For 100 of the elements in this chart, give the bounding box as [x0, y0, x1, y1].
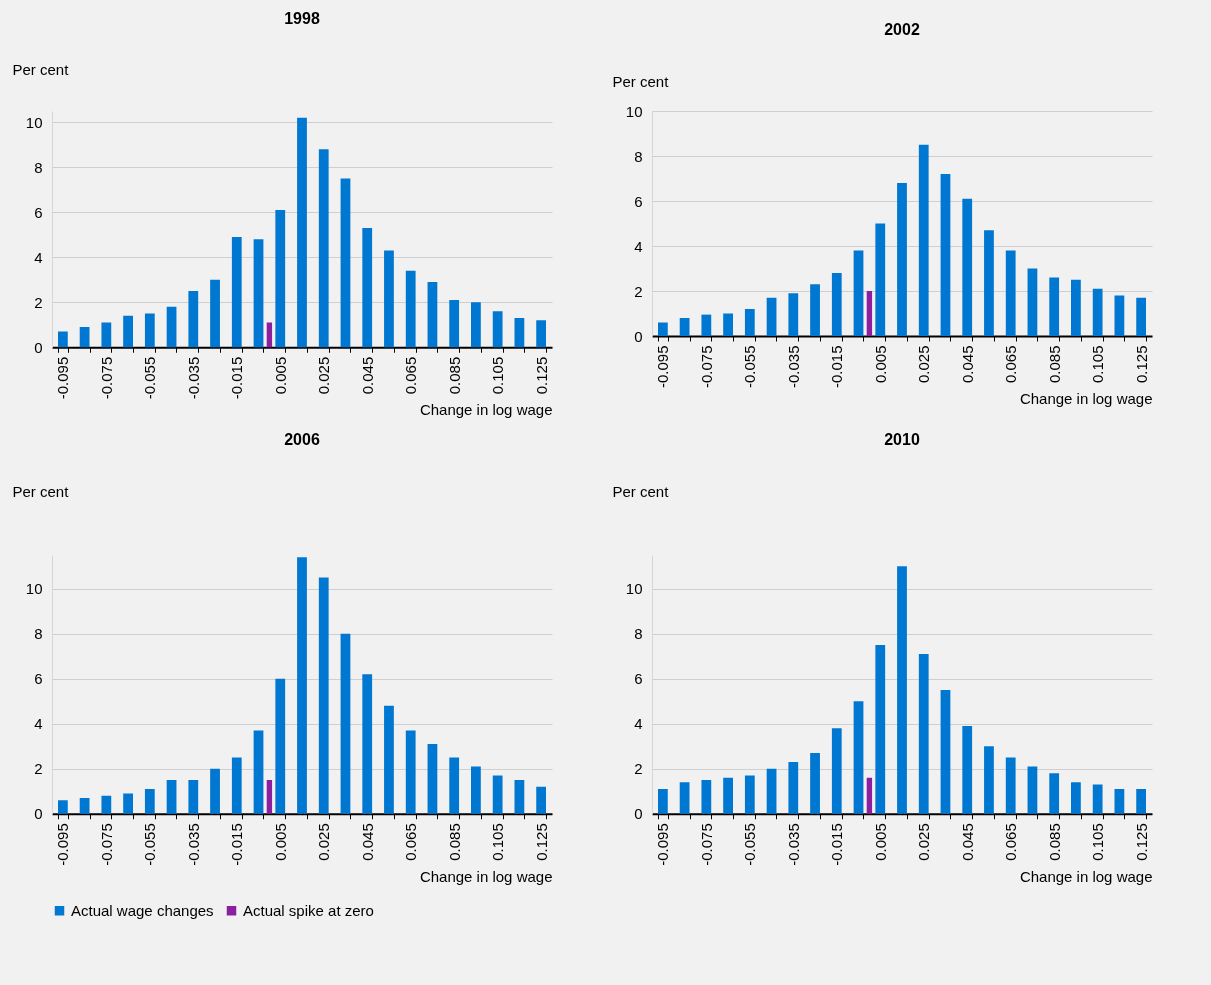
x-tick-label: 0.025: [315, 356, 333, 395]
legend-label: Actual spike at zero: [243, 901, 374, 919]
bar: [318, 577, 329, 814]
bar: [1136, 297, 1147, 336]
y-tick-label: 8: [634, 147, 643, 165]
x-tick-label: -0.035: [784, 823, 802, 866]
x-axis-title: Change in log wage: [1019, 867, 1153, 885]
chart-title: 2010: [884, 431, 920, 449]
bar: [144, 313, 155, 348]
bar: [384, 705, 394, 814]
bar: [492, 311, 503, 348]
x-tick-label: 0.005: [271, 356, 289, 395]
x-tick-label: -0.015: [228, 823, 246, 866]
bar: [297, 117, 307, 348]
x-tick-label: 0.005: [871, 823, 889, 861]
bar: [657, 322, 668, 336]
x-tick-label: 0.125: [532, 356, 550, 395]
y-tick-label: 4: [34, 248, 43, 266]
bar: [810, 284, 820, 336]
x-tick-label: 0.105: [1089, 823, 1107, 861]
bar: [1049, 773, 1060, 814]
y-tick-label: 2: [634, 760, 643, 778]
x-tick-label: 0.065: [1002, 823, 1020, 861]
bar: [1114, 295, 1125, 336]
x-tick-label: 0.065: [402, 823, 420, 861]
bar: [853, 250, 864, 336]
bar: [536, 320, 547, 348]
bar: [231, 237, 242, 348]
x-tick-label: 0.025: [915, 823, 933, 861]
bar: [788, 762, 799, 814]
bar: [79, 327, 90, 348]
bar: [1027, 766, 1038, 814]
bar: [266, 780, 273, 814]
x-tick-label: -0.035: [184, 823, 202, 866]
bar: [188, 291, 199, 348]
bar: [492, 775, 503, 814]
bar: [1027, 268, 1038, 336]
x-tick-label: -0.015: [828, 823, 846, 866]
bar: [231, 757, 242, 814]
chart-title: 1998: [284, 9, 320, 27]
bar: [744, 775, 755, 814]
x-tick-label: 0.105: [489, 356, 507, 395]
bar: [101, 795, 112, 814]
y-tick-label: 6: [34, 670, 43, 688]
x-axis-title: Change in log wage: [419, 401, 553, 419]
y-tick-label: 4: [34, 715, 43, 733]
x-tick-label: -0.015: [828, 345, 846, 389]
x-tick-label: -0.075: [97, 823, 115, 866]
bar: [940, 174, 951, 336]
x-tick-label: -0.075: [697, 823, 715, 866]
x-tick-label: -0.055: [141, 823, 159, 866]
bar: [123, 793, 133, 814]
bar: [253, 730, 264, 814]
x-axis-title: Change in log wage: [419, 867, 553, 885]
x-tick-label: 0.005: [871, 345, 889, 384]
bar: [766, 297, 777, 336]
x-tick-label: -0.055: [141, 356, 159, 400]
bar: [1092, 288, 1103, 336]
x-tick-label: 0.065: [1002, 345, 1020, 384]
bar: [875, 645, 886, 814]
bar: [897, 566, 907, 814]
x-tick-label: 0.125: [532, 823, 550, 861]
x-tick-label: 0.045: [358, 356, 376, 395]
x-tick-label: -0.075: [697, 345, 715, 389]
x-tick-label: 0.025: [315, 823, 333, 861]
bar: [188, 780, 199, 814]
y-tick-label: 6: [634, 192, 643, 210]
y-tick-label: 6: [34, 203, 43, 221]
x-tick-label: -0.015: [228, 356, 246, 400]
bar: [144, 789, 155, 814]
bar: [471, 302, 481, 348]
legend-label: Actual wage changes: [71, 901, 214, 919]
x-tick-label: 0.045: [958, 345, 976, 384]
bar: [514, 780, 525, 814]
bar: [79, 798, 90, 814]
bar: [101, 322, 112, 348]
y-tick-label: 4: [634, 237, 643, 255]
x-tick-label: 0.025: [915, 345, 933, 384]
bar: [253, 239, 264, 348]
y-tick-label: 8: [34, 158, 43, 176]
bar: [275, 210, 286, 348]
x-tick-label: 0.045: [358, 823, 376, 861]
x-tick-label: -0.055: [741, 345, 759, 389]
bar: [1071, 782, 1081, 814]
y-tick-label: 0: [34, 338, 43, 356]
y-tick-label: 0: [34, 805, 43, 823]
bar: [831, 273, 842, 336]
x-tick-label: -0.055: [741, 823, 759, 866]
bar: [123, 315, 133, 348]
x-tick-label: -0.095: [654, 823, 672, 866]
bar: [166, 306, 177, 348]
chart-title: 2006: [284, 431, 320, 449]
bar: [984, 746, 994, 814]
bar: [810, 753, 820, 814]
bar: [1092, 784, 1103, 814]
y-tick-label: 10: [25, 113, 43, 131]
bar: [210, 279, 220, 348]
x-tick-label: 0.065: [402, 356, 420, 395]
bar: [744, 309, 755, 336]
y-tick-label: 8: [34, 625, 43, 643]
